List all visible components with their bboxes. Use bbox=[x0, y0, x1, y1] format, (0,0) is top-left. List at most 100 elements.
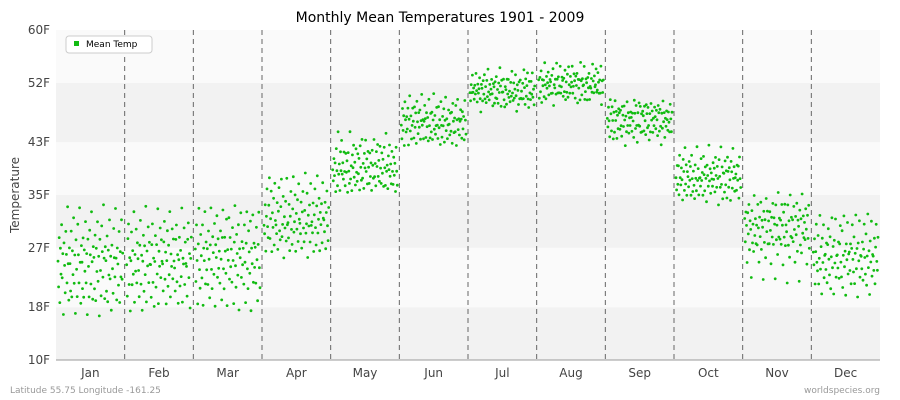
data-point bbox=[413, 105, 416, 109]
data-point bbox=[690, 153, 693, 157]
data-point bbox=[434, 132, 437, 136]
data-point bbox=[220, 298, 224, 302]
data-point bbox=[165, 259, 169, 262]
data-point bbox=[685, 193, 689, 197]
data-point bbox=[625, 130, 628, 134]
data-point bbox=[647, 138, 651, 142]
data-point bbox=[630, 129, 634, 133]
data-point bbox=[700, 179, 704, 182]
data-point bbox=[689, 165, 692, 168]
data-point bbox=[633, 111, 637, 115]
data-point bbox=[354, 183, 357, 187]
data-point bbox=[299, 232, 302, 236]
data-point bbox=[822, 223, 825, 227]
data-point bbox=[181, 300, 184, 304]
data-point bbox=[334, 147, 338, 151]
data-point bbox=[839, 260, 843, 264]
data-point bbox=[513, 87, 517, 91]
data-point bbox=[870, 219, 873, 223]
data-point bbox=[824, 268, 828, 271]
data-point bbox=[687, 185, 690, 189]
data-point bbox=[738, 177, 742, 181]
data-point bbox=[833, 261, 837, 265]
data-point bbox=[790, 215, 793, 219]
data-point bbox=[758, 235, 762, 239]
data-point bbox=[769, 262, 773, 266]
data-point bbox=[215, 214, 219, 218]
data-point bbox=[693, 163, 697, 167]
data-point bbox=[495, 97, 499, 100]
data-point bbox=[204, 282, 207, 286]
data-point bbox=[205, 268, 209, 272]
data-point bbox=[693, 197, 696, 201]
data-point bbox=[315, 174, 319, 178]
data-point bbox=[463, 99, 467, 102]
data-point bbox=[417, 111, 421, 114]
data-point bbox=[98, 237, 102, 241]
data-point bbox=[725, 196, 729, 200]
data-point bbox=[224, 271, 228, 275]
data-point bbox=[171, 277, 175, 281]
data-point bbox=[100, 224, 104, 228]
data-point bbox=[828, 235, 832, 239]
data-point bbox=[275, 201, 279, 205]
data-point bbox=[703, 189, 707, 193]
data-point bbox=[836, 266, 840, 270]
data-point bbox=[202, 246, 206, 250]
data-point bbox=[570, 80, 573, 84]
data-point bbox=[286, 221, 290, 225]
data-point bbox=[103, 297, 107, 300]
data-point bbox=[867, 266, 870, 269]
data-point bbox=[198, 268, 201, 271]
data-point bbox=[800, 192, 804, 196]
data-point bbox=[611, 119, 615, 122]
data-point bbox=[213, 222, 216, 225]
data-point bbox=[521, 81, 525, 85]
data-point bbox=[806, 213, 809, 217]
data-point bbox=[87, 295, 91, 299]
data-point bbox=[749, 228, 753, 231]
x-tick-label: Aug bbox=[559, 366, 582, 380]
data-point bbox=[746, 232, 750, 236]
data-point bbox=[619, 108, 622, 112]
data-point bbox=[442, 107, 446, 111]
data-point bbox=[285, 176, 289, 180]
data-point bbox=[223, 249, 227, 253]
data-point bbox=[814, 250, 818, 254]
data-point bbox=[702, 173, 706, 177]
data-point bbox=[482, 92, 486, 96]
data-point bbox=[568, 91, 572, 95]
data-point bbox=[674, 176, 678, 180]
data-point bbox=[212, 272, 216, 276]
data-point bbox=[579, 61, 582, 64]
data-point bbox=[552, 104, 555, 107]
x-tick-label: Oct bbox=[698, 366, 719, 380]
data-point bbox=[318, 249, 322, 253]
data-point bbox=[308, 203, 311, 207]
data-point bbox=[798, 208, 802, 212]
data-point bbox=[861, 240, 864, 244]
x-tick-label: Apr bbox=[286, 366, 307, 380]
data-point bbox=[498, 66, 502, 70]
data-point bbox=[202, 259, 206, 262]
data-point bbox=[110, 243, 114, 247]
data-point bbox=[80, 260, 84, 264]
data-point bbox=[207, 229, 210, 233]
data-point bbox=[856, 241, 860, 245]
data-point bbox=[736, 178, 740, 182]
data-point bbox=[435, 123, 439, 127]
data-point bbox=[623, 118, 627, 122]
data-point bbox=[644, 103, 648, 107]
data-point bbox=[801, 231, 805, 235]
data-point bbox=[563, 68, 567, 72]
data-point bbox=[228, 277, 231, 281]
data-point bbox=[388, 174, 392, 178]
data-point bbox=[787, 219, 791, 223]
data-point bbox=[410, 124, 414, 127]
data-point bbox=[283, 215, 286, 219]
data-point bbox=[134, 269, 138, 273]
data-point bbox=[876, 268, 879, 272]
data-point bbox=[723, 159, 727, 163]
data-point bbox=[764, 256, 767, 260]
data-point bbox=[280, 235, 284, 239]
